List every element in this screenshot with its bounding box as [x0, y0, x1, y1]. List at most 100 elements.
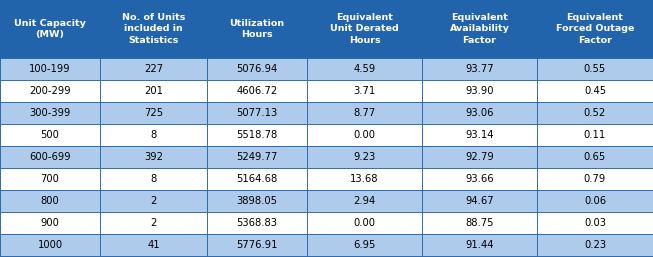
- Bar: [0, 190, 100, 212]
- Text: 93.14: 93.14: [465, 130, 494, 140]
- Text: 5077.13: 5077.13: [236, 108, 278, 118]
- Bar: [207, 146, 307, 168]
- Text: 41: 41: [147, 240, 160, 250]
- Bar: [422, 190, 537, 212]
- Bar: [537, 190, 653, 212]
- Text: 0.79: 0.79: [584, 174, 606, 184]
- Bar: [537, 234, 653, 256]
- Bar: [207, 0, 307, 58]
- Text: 600-699: 600-699: [29, 152, 71, 162]
- Text: 800: 800: [40, 196, 59, 206]
- Text: 2: 2: [150, 196, 157, 206]
- Bar: [0, 212, 100, 234]
- Text: Equivalent
Forced Outage
Factor: Equivalent Forced Outage Factor: [556, 13, 634, 45]
- Text: 201: 201: [144, 86, 163, 96]
- Text: 13.68: 13.68: [350, 174, 379, 184]
- Text: 100-199: 100-199: [29, 64, 71, 74]
- Bar: [207, 212, 307, 234]
- Text: 5076.94: 5076.94: [236, 64, 278, 74]
- Text: Utilization
Hours: Utilization Hours: [229, 19, 285, 39]
- Text: 88.75: 88.75: [465, 218, 494, 228]
- Text: 93.77: 93.77: [465, 64, 494, 74]
- Text: 0.52: 0.52: [584, 108, 606, 118]
- Bar: [0, 102, 100, 124]
- Text: 8.77: 8.77: [353, 108, 375, 118]
- Bar: [307, 190, 422, 212]
- Text: 4.59: 4.59: [353, 64, 375, 74]
- Text: 227: 227: [144, 64, 163, 74]
- Bar: [0, 80, 100, 102]
- Bar: [537, 80, 653, 102]
- Bar: [307, 58, 422, 80]
- Bar: [307, 102, 422, 124]
- Text: 8: 8: [150, 174, 157, 184]
- Text: 0.45: 0.45: [584, 86, 606, 96]
- Bar: [537, 212, 653, 234]
- Bar: [422, 168, 537, 190]
- Bar: [0, 58, 100, 80]
- Text: 1000: 1000: [37, 240, 63, 250]
- Bar: [100, 124, 207, 146]
- Bar: [422, 124, 537, 146]
- Text: 91.44: 91.44: [465, 240, 494, 250]
- Bar: [307, 234, 422, 256]
- Text: 0.00: 0.00: [353, 130, 375, 140]
- Bar: [0, 0, 100, 58]
- Text: 500: 500: [40, 130, 59, 140]
- Text: 3.71: 3.71: [353, 86, 375, 96]
- Bar: [0, 168, 100, 190]
- Bar: [307, 124, 422, 146]
- Bar: [422, 212, 537, 234]
- Bar: [422, 0, 537, 58]
- Bar: [422, 146, 537, 168]
- Text: Unit Capacity
(MW): Unit Capacity (MW): [14, 19, 86, 39]
- Text: 94.67: 94.67: [465, 196, 494, 206]
- Text: 92.79: 92.79: [465, 152, 494, 162]
- Bar: [207, 168, 307, 190]
- Bar: [207, 58, 307, 80]
- Bar: [422, 102, 537, 124]
- Text: 9.23: 9.23: [353, 152, 375, 162]
- Bar: [307, 0, 422, 58]
- Bar: [207, 124, 307, 146]
- Bar: [100, 80, 207, 102]
- Bar: [537, 124, 653, 146]
- Text: 0.11: 0.11: [584, 130, 606, 140]
- Text: 4606.72: 4606.72: [236, 86, 278, 96]
- Bar: [0, 146, 100, 168]
- Bar: [100, 168, 207, 190]
- Text: 700: 700: [40, 174, 59, 184]
- Bar: [537, 0, 653, 58]
- Text: 5368.83: 5368.83: [236, 218, 278, 228]
- Bar: [207, 102, 307, 124]
- Bar: [100, 0, 207, 58]
- Text: 0.23: 0.23: [584, 240, 606, 250]
- Bar: [100, 58, 207, 80]
- Bar: [207, 80, 307, 102]
- Text: 200-299: 200-299: [29, 86, 71, 96]
- Bar: [422, 58, 537, 80]
- Text: 5164.68: 5164.68: [236, 174, 278, 184]
- Bar: [422, 80, 537, 102]
- Text: 725: 725: [144, 108, 163, 118]
- Text: Equivalent
Availability
Factor: Equivalent Availability Factor: [449, 13, 509, 45]
- Text: 0.03: 0.03: [584, 218, 606, 228]
- Text: 392: 392: [144, 152, 163, 162]
- Text: 93.06: 93.06: [465, 108, 494, 118]
- Text: 0.00: 0.00: [353, 218, 375, 228]
- Bar: [100, 190, 207, 212]
- Bar: [100, 234, 207, 256]
- Bar: [537, 146, 653, 168]
- Bar: [307, 212, 422, 234]
- Text: 6.95: 6.95: [353, 240, 375, 250]
- Text: 5249.77: 5249.77: [236, 152, 278, 162]
- Text: 8: 8: [150, 130, 157, 140]
- Bar: [537, 58, 653, 80]
- Bar: [100, 146, 207, 168]
- Text: 0.65: 0.65: [584, 152, 606, 162]
- Bar: [537, 168, 653, 190]
- Text: 0.06: 0.06: [584, 196, 606, 206]
- Text: 3898.05: 3898.05: [236, 196, 278, 206]
- Bar: [100, 102, 207, 124]
- Bar: [0, 124, 100, 146]
